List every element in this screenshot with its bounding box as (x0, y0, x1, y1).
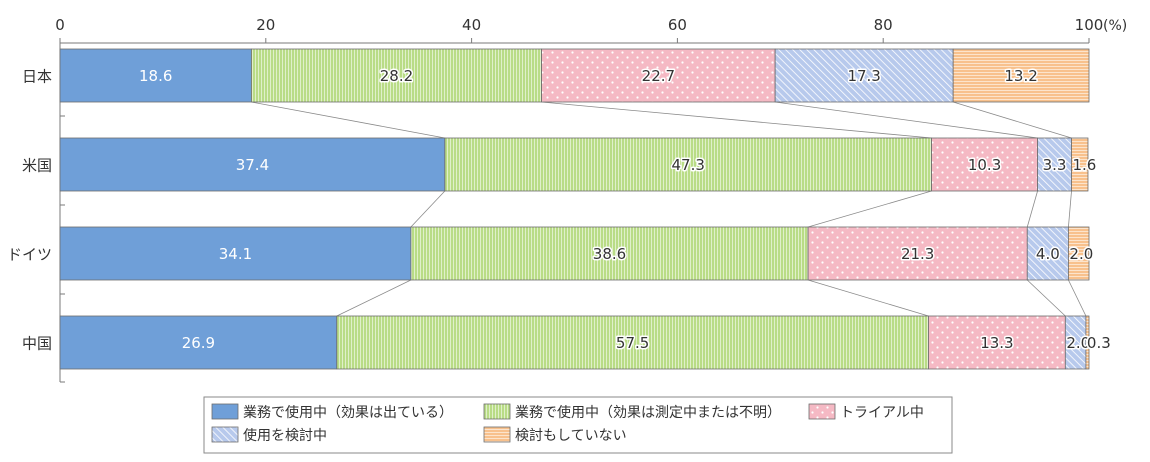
x-tick-label: 20 (256, 16, 275, 34)
bar-segment (1026, 226, 1069, 281)
legend-swatch (808, 403, 836, 420)
legend: 業務で使用中（効果は出ている） 業務で使用中（効果は測定中または不明） トライアル中… (203, 396, 953, 454)
connector-line (953, 101, 1072, 139)
connector-line (410, 190, 446, 228)
bar-segment (1085, 315, 1090, 370)
bar-segment (928, 315, 1066, 370)
data-label: 38.6 (593, 245, 626, 263)
data-label: 3.3 (1043, 156, 1067, 174)
data-labels: 18.6 37.4 34.1 26.9 28.2 47.3 38.6 57.5 22.7 10.3… (139, 66, 1112, 354)
connector-line (541, 101, 932, 139)
bar-segment (931, 137, 1038, 192)
connector-line (807, 190, 932, 228)
bar-segment (774, 48, 954, 103)
bar-segment (59, 226, 412, 281)
bar-segment (410, 226, 809, 281)
bar-segment (807, 226, 1028, 281)
connector-line (775, 101, 1038, 139)
data-label: 26.9 (182, 334, 215, 352)
x-tick-label: 100 (1075, 16, 1104, 34)
category-label: 日本 (22, 68, 52, 86)
category-label: 米国 (22, 157, 52, 175)
connector-line (336, 279, 412, 317)
data-label: 47.3 (672, 156, 705, 174)
legend-swatch (211, 426, 239, 443)
data-label: 18.6 (139, 67, 172, 85)
data-label: 17.3 (847, 67, 880, 85)
data-label: 22.7 (642, 67, 675, 85)
connector-line (807, 279, 929, 317)
connector-lines (251, 101, 1087, 317)
legend-swatch (483, 426, 511, 443)
data-label: 10.3 (968, 156, 1001, 174)
bar-segment (1037, 137, 1072, 192)
data-label: 4.0 (1036, 245, 1060, 263)
connector-line (1026, 190, 1038, 228)
x-tick-label: 60 (668, 16, 687, 34)
legend-swatch (483, 403, 511, 420)
bar-segment (541, 48, 776, 103)
connector-line (1068, 279, 1087, 317)
bar-segment (444, 137, 932, 192)
bar-segment (952, 48, 1090, 103)
legend-label: 使用を検討中 (243, 427, 327, 444)
data-label: 13.2 (1004, 67, 1037, 85)
data-label: 13.3 (980, 334, 1013, 352)
category-label: 中国 (22, 335, 52, 353)
data-label: 28.2 (380, 67, 413, 85)
legend-label: 業務で使用中（効果は測定中または不明） (515, 404, 781, 421)
data-label: 0.3 (1087, 334, 1111, 352)
data-label: 2.0 (1066, 334, 1090, 352)
data-label: 21.3 (901, 245, 934, 263)
bar-segment (59, 137, 446, 192)
bar-segment (1071, 137, 1089, 192)
legend-label: トライアル中 (840, 405, 924, 421)
bar-segment (1068, 226, 1090, 281)
x-tick-label: 80 (874, 16, 893, 34)
connector-line (1026, 279, 1066, 317)
x-tick-label: 0 (55, 16, 65, 34)
connector-line (1068, 190, 1072, 228)
data-label: 34.1 (219, 245, 252, 263)
data-label: 2.0 (1069, 245, 1093, 263)
legend-swatch (211, 403, 239, 420)
bars (59, 48, 1090, 370)
bar-segment (250, 48, 542, 103)
legend-label: 検討もしていない (515, 428, 627, 444)
data-label: 1.6 (1073, 156, 1097, 174)
data-label: 37.4 (236, 156, 269, 174)
x-tick-label: 40 (462, 16, 481, 34)
bar-segment (59, 48, 252, 103)
x-unit-label: (%) (1103, 18, 1127, 34)
data-label: 57.5 (616, 334, 649, 352)
connector-line (251, 101, 445, 139)
legend-label: 業務で使用中（効果は出ている） (243, 404, 453, 421)
category-label: ドイツ (7, 246, 52, 264)
x-axis: 0 20 40 60 80 100 (%) (55, 16, 1127, 383)
